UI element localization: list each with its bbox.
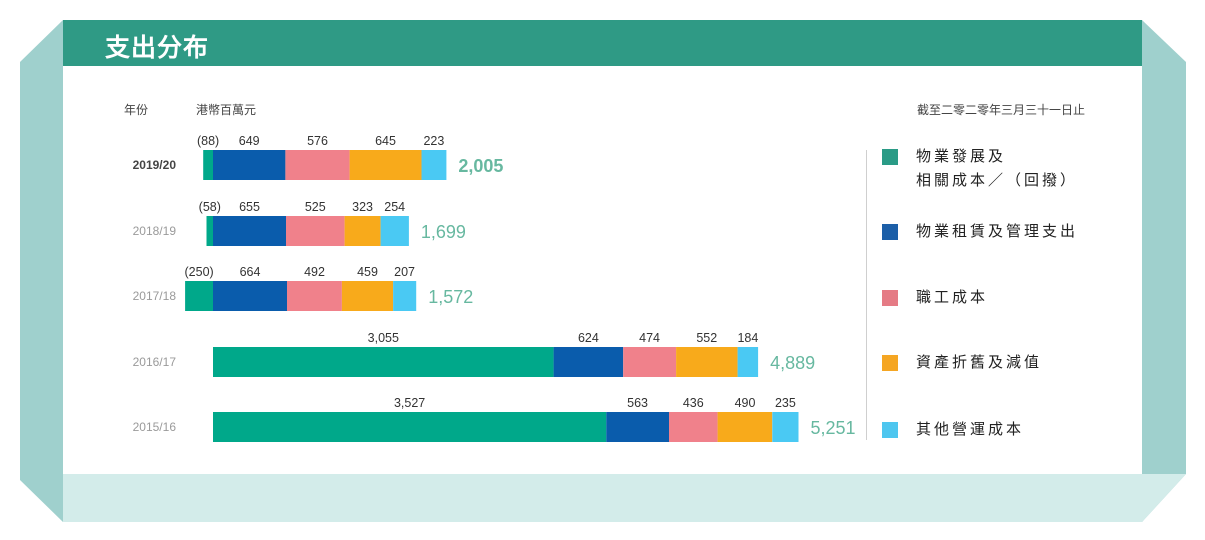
legend-divider [866,150,867,440]
total-value-label: 1,572 [428,287,473,307]
segment-value-label: 254 [384,200,405,214]
category-label: 2015/16 [133,420,177,434]
bar-segment [213,347,554,377]
segment-value-label: 525 [305,200,326,214]
square-swatch-icon [882,355,898,371]
segment-value-label: 323 [352,200,373,214]
segment-value-label: 235 [775,396,796,410]
page-title: 支出分布 [105,33,210,62]
legend-item-other-operating: 其他營運成本 [882,420,1024,441]
total-value-label: 4,889 [770,353,815,373]
segment-value-label: 664 [240,265,261,279]
frame-bottom-band [63,474,1142,522]
total-value-label: 2,005 [458,156,503,176]
segment-value-label: 459 [357,265,378,279]
square-swatch-icon [882,422,898,438]
segment-value-label: 207 [394,265,415,279]
bar-segment [393,281,417,311]
frame-left-edge [20,20,63,522]
segment-value-label: 490 [735,396,756,410]
legend-label: 物業租賃及管理支出 [916,222,1079,240]
bar-segment [344,216,381,246]
bar-segment [380,216,409,246]
frame-bottom-right-corner [1142,474,1186,522]
frame-right-edge [1142,20,1186,474]
segment-value-label: 649 [239,134,260,148]
bar-segment [553,347,624,377]
segment-value-label: (58) [199,200,221,214]
header-bar [63,20,1142,66]
bar-segment [213,216,286,246]
segment-value-label: 576 [307,134,328,148]
bar-segment [286,216,345,246]
year-column-label: 年份 [124,103,149,117]
bar-segment [737,347,759,377]
bar-segment [287,281,342,311]
legend-label: 其他營運成本 [916,420,1025,438]
square-swatch-icon [882,149,898,165]
segment-value-label: 492 [304,265,325,279]
bar-segment [349,150,422,180]
bar-segment [213,412,607,442]
bar-segment [203,150,213,180]
segment-value-label: 624 [578,331,599,345]
bar-segment [623,347,677,377]
bar-segment [213,281,287,311]
total-value-label: 5,251 [811,418,856,438]
unit-label: 港幣百萬元 [196,103,257,117]
segment-value-label: 645 [375,134,396,148]
segment-value-label: (250) [185,265,214,279]
legend-item-leasing-management: 物業租賃及管理支出 [882,222,1078,243]
segment-value-label: 552 [696,331,717,345]
square-swatch-icon [882,290,898,306]
segment-value-label: 3,055 [368,331,399,345]
bar-segment [606,412,670,442]
legend-label: 資產折舊及減值 [916,353,1043,371]
bar-segment [421,150,447,180]
category-label: 2017/18 [133,289,177,303]
legend-label: 職工成本 [916,288,989,306]
total-value-label: 1,699 [421,222,466,242]
segment-value-label: (88) [197,134,219,148]
segment-value-label: 223 [423,134,444,148]
category-label: 2016/17 [133,355,177,369]
bar-segment [206,216,213,246]
square-swatch-icon [882,224,898,240]
bar-segment [285,150,350,180]
bar-segment [669,412,718,442]
legend-item-staff-costs: 職工成本 [882,288,988,309]
segment-value-label: 3,527 [394,396,425,410]
legend-label: 物業發展及 相關成本／（回撥） [916,147,1079,189]
chart-card [63,66,1142,474]
bar-segment [676,347,738,377]
segment-value-label: 474 [639,331,660,345]
category-label: 2018/19 [133,224,177,238]
segment-value-label: 563 [627,396,648,410]
bar-segment [341,281,394,311]
bar-segment [185,281,213,311]
legend-item-depreciation: 資產折舊及減值 [882,353,1042,374]
legend-item-property-development: 物業發展及 相關成本／（回撥） [882,147,1078,192]
bar-segment [213,150,286,180]
segment-value-label: 436 [683,396,704,410]
segment-value-label: 184 [737,331,758,345]
bar-segment [772,412,799,442]
date-note: 截至二零二零年三月三十一日止 [916,103,1085,117]
category-label: 2019/20 [133,158,177,172]
bar-segment [717,412,773,442]
segment-value-label: 655 [239,200,260,214]
